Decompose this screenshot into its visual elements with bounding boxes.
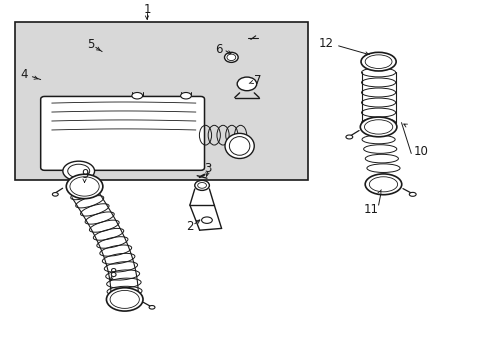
Ellipse shape <box>237 77 256 91</box>
Text: 4: 4 <box>20 68 28 81</box>
Text: 12: 12 <box>318 37 333 50</box>
Ellipse shape <box>197 183 206 188</box>
Ellipse shape <box>132 93 142 99</box>
Text: 2: 2 <box>186 220 193 233</box>
Text: 9: 9 <box>81 168 88 181</box>
Ellipse shape <box>229 136 249 155</box>
Text: 10: 10 <box>413 145 427 158</box>
Bar <box>15 22 307 180</box>
Text: 11: 11 <box>363 203 378 216</box>
FancyBboxPatch shape <box>41 96 204 170</box>
Ellipse shape <box>408 192 415 196</box>
Ellipse shape <box>66 174 102 199</box>
Ellipse shape <box>360 117 396 137</box>
Ellipse shape <box>180 93 191 99</box>
Ellipse shape <box>201 217 212 224</box>
Ellipse shape <box>365 174 401 195</box>
Text: 6: 6 <box>215 42 223 55</box>
Ellipse shape <box>226 54 235 60</box>
Ellipse shape <box>106 288 142 311</box>
Text: 3: 3 <box>204 162 211 175</box>
Ellipse shape <box>360 52 395 71</box>
Ellipse shape <box>52 193 58 196</box>
Text: 1: 1 <box>143 3 150 16</box>
Ellipse shape <box>224 134 254 158</box>
Ellipse shape <box>194 180 209 190</box>
Text: 8: 8 <box>109 267 116 280</box>
Ellipse shape <box>345 135 352 139</box>
Ellipse shape <box>68 164 89 178</box>
Ellipse shape <box>149 306 155 309</box>
Text: 7: 7 <box>253 74 261 87</box>
Ellipse shape <box>63 161 94 181</box>
Ellipse shape <box>224 52 238 62</box>
Text: 5: 5 <box>87 38 94 51</box>
